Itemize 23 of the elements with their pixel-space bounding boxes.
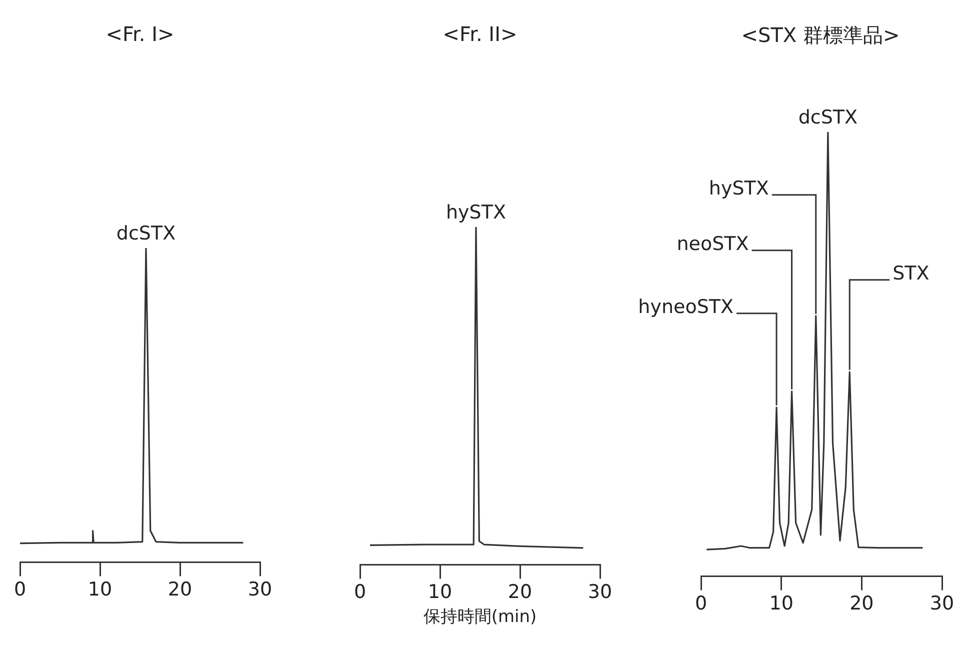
x-tick-label: 0 [694, 592, 708, 615]
annotation: hySTX [708, 177, 769, 200]
x-tick-label: 30 [588, 581, 612, 604]
x-axis-title: 保持時間(min) [423, 607, 537, 628]
x-tick-label: 20 [168, 578, 192, 601]
chart-title: <Fr. II> [442, 22, 518, 46]
annotation: dcSTX [116, 222, 176, 244]
chart-title: <STX 群標準品> [740, 22, 901, 49]
x-tick-label: 30 [248, 578, 272, 601]
x-tick-label: 0 [354, 581, 366, 604]
x-tick-label: 10 [88, 578, 112, 601]
x-tick-label: 0 [14, 578, 26, 601]
annotation: neoSTX [676, 232, 749, 255]
annotation: STX [892, 262, 930, 284]
annotation: dcSTX [798, 106, 858, 128]
x-tick-label: 20 [850, 592, 874, 615]
chart-title: <Fr. I> [104, 22, 176, 46]
x-tick-label: 30 [930, 592, 954, 615]
annotation: hySTX [446, 201, 506, 224]
x-tick-label: 10 [428, 581, 452, 604]
x-tick-label: 20 [508, 581, 532, 604]
x-tick-label: 10 [769, 592, 794, 615]
annotation: hyneoSTX [638, 296, 734, 318]
